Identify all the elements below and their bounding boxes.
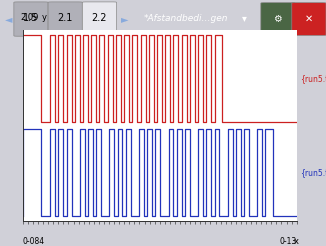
Text: {run5.time: {run5.time (300, 168, 326, 177)
Text: 0-13: 0-13 (279, 237, 297, 246)
Text: 0-084: 0-084 (23, 237, 45, 246)
FancyBboxPatch shape (82, 2, 117, 36)
Text: ▾: ▾ (242, 13, 247, 23)
Text: y: y (42, 13, 47, 22)
Text: 2.1: 2.1 (57, 13, 73, 23)
Text: ⚙: ⚙ (274, 14, 282, 24)
Text: 1.5: 1.5 (23, 13, 39, 23)
Text: {run5.tim: {run5.tim (300, 74, 326, 83)
FancyBboxPatch shape (48, 2, 82, 36)
Text: x: x (294, 237, 299, 246)
Text: ►: ► (121, 14, 128, 24)
FancyBboxPatch shape (261, 3, 295, 35)
Text: 2.2: 2.2 (92, 13, 107, 23)
Text: ◄: ◄ (5, 14, 12, 24)
FancyBboxPatch shape (14, 2, 48, 36)
Text: ✕: ✕ (305, 14, 313, 24)
Text: *Afstandbedi…gen: *Afstandbedi…gen (143, 14, 228, 23)
FancyBboxPatch shape (292, 3, 326, 35)
Text: 2.09: 2.09 (20, 13, 38, 22)
